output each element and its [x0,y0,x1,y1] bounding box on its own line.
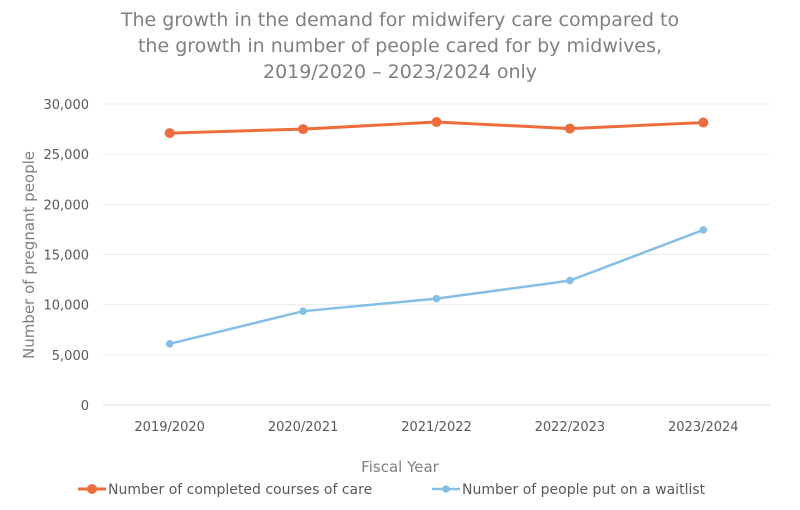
series-1 [164,117,709,139]
chart-title-line-3: 2019/2020 – 2023/2024 only [263,61,537,83]
data-point [298,124,309,135]
chart-title-line-1: The growth in the demand for midwifery c… [120,9,679,31]
data-point [432,294,441,303]
legend-label: Number of people put on a waitlist [462,482,706,498]
data-point [165,339,174,348]
series-line [169,228,704,346]
legend-marker-icon [442,485,450,493]
series-2 [165,226,708,348]
y-tick-label: 15,000 [44,249,90,264]
legend: Number of completed courses of care Numbe… [78,482,706,498]
x-tick-label: 2019/2020 [134,420,205,435]
y-tick-label: 0 [81,399,89,414]
data-point [164,128,175,139]
x-tick-label: 2023/2024 [668,420,739,435]
y-tick-label: 30,000 [44,98,90,113]
chart-title: The growth in the demand for midwifery c… [120,9,679,83]
y-tick-label: 10,000 [44,299,90,314]
x-tick-label: 2021/2022 [401,420,472,435]
legend-item: Number of people put on a waitlist [432,482,706,498]
data-point [299,307,307,315]
legend-item: Number of completed courses of care [78,482,372,498]
y-tick-label: 20,000 [44,198,90,213]
y-tick-label: 5,000 [52,349,89,364]
legend-marker-icon [87,484,97,494]
y-tick-label: 25,000 [44,148,90,163]
x-tick-label: 2020/2021 [268,420,339,435]
x-axis-label: Fiscal Year [361,458,439,476]
data-point [698,117,709,128]
data-point [699,226,708,234]
x-tick-label: 2022/2023 [535,420,606,435]
data-point [564,123,575,134]
data-point [431,117,442,128]
data-point [566,276,574,285]
legend-label: Number of completed courses of care [108,482,372,498]
chart-title-line-2: the growth in number of people cared for… [138,35,662,57]
y-axis-label: Number of pregnant people [20,151,38,359]
